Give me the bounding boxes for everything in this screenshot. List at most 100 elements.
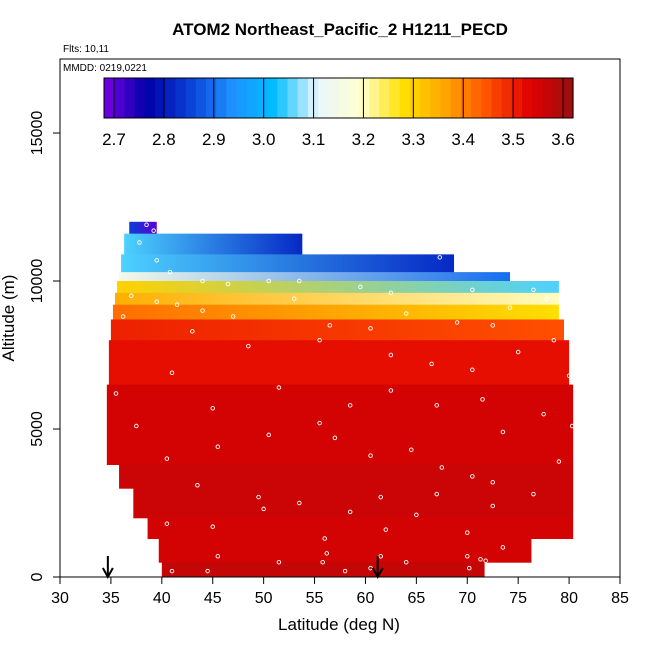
x-tick-label: 65 — [407, 590, 425, 607]
sample-point — [215, 444, 221, 450]
sample-point — [568, 545, 574, 550]
colorbar-tick-label: 3.5 — [501, 130, 525, 149]
sample-point — [266, 278, 271, 284]
sample-point — [151, 228, 156, 233]
sample-point — [332, 435, 338, 441]
y-tick-label: 10000 — [29, 259, 46, 304]
sample-point — [470, 287, 475, 293]
x-tick-label: 50 — [255, 590, 273, 607]
sample-point — [378, 494, 383, 500]
field-layer — [117, 281, 559, 294]
colorbar-cell — [205, 78, 217, 118]
y-axis-label: Altitude (m) — [0, 275, 18, 362]
field-layer — [129, 221, 157, 235]
sample-point — [200, 278, 205, 284]
x-tick-label: 60 — [357, 590, 375, 607]
colorbar-cell — [236, 78, 248, 118]
sample-point — [200, 308, 205, 313]
sample-point — [256, 494, 261, 500]
field-layer — [124, 233, 303, 255]
sample-point — [322, 536, 327, 541]
sample-point — [210, 524, 215, 529]
colorbar-cell — [542, 78, 554, 118]
colorbar-tick-label: 3.3 — [402, 130, 426, 149]
colorbar-cell — [338, 78, 350, 118]
sample-point — [144, 222, 149, 228]
y-tick-label: 0 — [29, 572, 46, 581]
x-tick-label: 55 — [306, 590, 324, 607]
colorbar-cell — [256, 78, 268, 118]
sample-point — [434, 403, 439, 408]
sample-point — [437, 255, 443, 260]
colorbar-cell — [501, 78, 513, 118]
sample-point — [507, 305, 513, 310]
sample-point — [164, 456, 170, 461]
sample-point — [368, 326, 373, 331]
colorbar-cell — [165, 78, 176, 118]
sample-point — [483, 558, 488, 563]
x-tick-label: 40 — [153, 590, 171, 607]
colorbar-frame — [103, 77, 574, 119]
plot-frame — [59, 58, 621, 578]
colorbar-tick-label: 3.2 — [352, 130, 376, 149]
sample-point — [403, 559, 409, 565]
field-layer — [133, 488, 574, 519]
sample-point — [403, 311, 409, 316]
sample-point — [388, 290, 394, 296]
colorbar-cell — [134, 78, 146, 118]
sample-point — [291, 296, 297, 302]
sample-point — [342, 568, 348, 574]
x-tick-label: 80 — [560, 590, 578, 607]
sample-point — [246, 343, 251, 349]
colorbar-cell — [154, 78, 166, 118]
colorbar-cell — [226, 78, 238, 118]
sample-point — [154, 258, 159, 263]
colorbar-cell — [420, 78, 431, 118]
sample-point — [465, 554, 470, 559]
colorbar-cell — [440, 78, 452, 118]
colorbar-cell — [460, 78, 472, 118]
colorbar-cell — [185, 78, 197, 118]
sample-point — [261, 506, 266, 512]
chart-title: ATOM2 Northeast_Pacific_2 H1211_PECD — [172, 20, 508, 39]
colorbar-cell — [287, 78, 299, 118]
sample-point — [531, 287, 536, 293]
colorbar-cell — [297, 78, 309, 118]
sample-point — [388, 388, 394, 393]
x-tick-label: 45 — [204, 590, 222, 607]
colorbar-cell — [430, 78, 442, 118]
sample-point — [120, 314, 126, 319]
x-axis: 30 35 40 45 50 55 60 65 70 75 80 85 — [51, 577, 629, 607]
colorbar-cell — [399, 78, 411, 118]
colorbar-tick-label: 3.1 — [302, 130, 326, 149]
sample-point — [129, 293, 134, 299]
colorbar-cell — [277, 78, 289, 118]
sample-point — [383, 527, 389, 532]
sample-point — [164, 521, 170, 526]
colorbar-cell — [471, 78, 482, 118]
sample-point — [556, 459, 562, 464]
sample-point — [541, 411, 546, 417]
sample-point — [551, 337, 557, 343]
colorbar-cell — [175, 78, 187, 118]
x-tick-label: 35 — [102, 590, 120, 607]
colorbar-tick-label: 3.4 — [451, 130, 475, 149]
sample-point — [324, 551, 330, 556]
colorbar-cell — [348, 78, 360, 118]
colorbar-cell — [124, 78, 136, 118]
field-layer — [112, 304, 559, 320]
sample-point — [169, 370, 175, 376]
colorbar-cell — [369, 78, 380, 118]
sample-point — [297, 278, 302, 284]
colorbar-cell — [358, 78, 370, 118]
sample-point — [500, 429, 506, 435]
sample-point — [266, 432, 271, 438]
sample-point — [490, 323, 495, 328]
sample-point — [470, 474, 475, 479]
sample-point — [276, 385, 282, 390]
sample-point — [108, 465, 114, 470]
sample-point — [429, 361, 434, 367]
colorbar-cell — [450, 78, 462, 118]
